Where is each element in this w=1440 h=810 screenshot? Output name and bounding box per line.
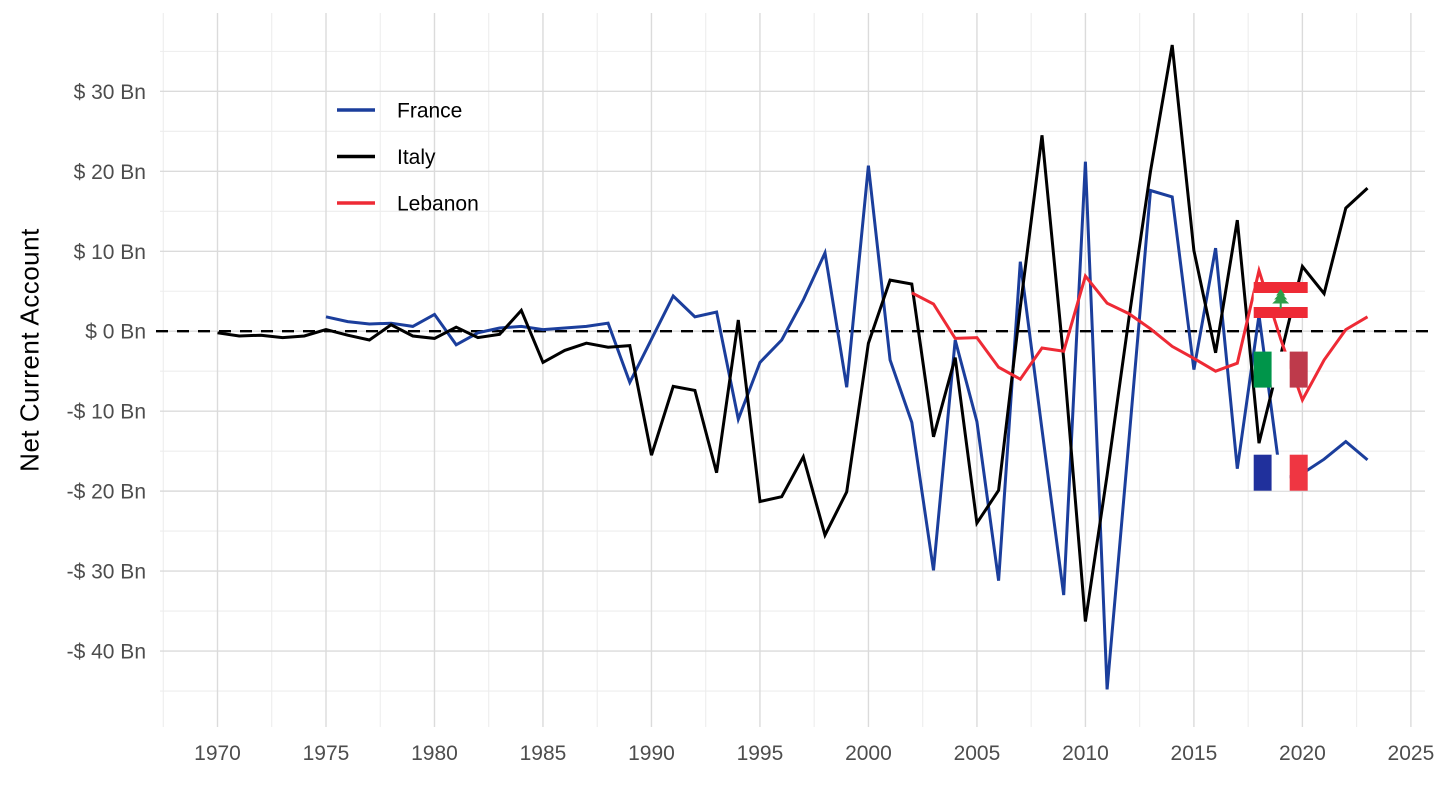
- legend-label-italy: Italy: [397, 146, 436, 169]
- italy-flag-middle-band: [1271, 351, 1290, 388]
- grid-major: [160, 13, 1425, 727]
- italy-flag: [1253, 351, 1308, 388]
- x-tick-label-2000: 2000: [845, 742, 892, 765]
- x-tick-label-1970: 1970: [194, 742, 241, 765]
- x-tick-label-2010: 2010: [1062, 742, 1109, 765]
- grid-minor: [160, 13, 1425, 727]
- x-tick-label-2020: 2020: [1279, 742, 1326, 765]
- legend-label-lebanon: Lebanon: [397, 193, 479, 216]
- italy-flag-right-band: [1289, 351, 1308, 388]
- x-tick-label-1990: 1990: [628, 742, 675, 765]
- y-axis-tick-labels: $ 30 Bn $ 20 Bn $ 10 Bn $ 0 Bn -$ 10 Bn -$ 20…: [67, 81, 146, 664]
- y-tick-label-20: $ 20 Bn: [74, 161, 146, 184]
- x-axis-tick-labels: 1970 1975 1980 1985 1990 1995 2000 2005 2010 2015…: [194, 742, 1434, 765]
- y-tick-label-30: $ 30 Bn: [74, 81, 146, 104]
- y-tick-label-0: $ 0 Bn: [85, 321, 146, 344]
- france-flag: [1253, 454, 1308, 491]
- legend-item-italy: Italy: [337, 146, 436, 169]
- x-tick-label-2025: 2025: [1388, 742, 1435, 765]
- lebanon-flag-top-bar: [1253, 282, 1308, 293]
- x-tick-label-2015: 2015: [1171, 742, 1218, 765]
- legend-item-france: France: [337, 100, 462, 123]
- y-tick-label-10: $ 10 Bn: [74, 241, 146, 264]
- y-axis-title: Net Current Account: [14, 228, 45, 472]
- legend-label-france: France: [397, 100, 462, 123]
- y-tick-label--40: -$ 40 Bn: [67, 641, 146, 664]
- france-flag-right-band: [1289, 454, 1308, 491]
- y-tick-label--30: -$ 30 Bn: [67, 561, 146, 584]
- x-tick-label-1975: 1975: [303, 742, 350, 765]
- legend: France Italy Lebanon: [337, 100, 479, 216]
- lebanon-flag-bottom-bar: [1253, 307, 1308, 318]
- y-tick-label--20: -$ 20 Bn: [67, 481, 146, 504]
- france-flag-middle-band: [1271, 454, 1290, 491]
- france-flag-left-band: [1253, 454, 1272, 491]
- legend-item-lebanon: Lebanon: [337, 193, 479, 216]
- x-tick-label-1995: 1995: [737, 742, 784, 765]
- series-line-france: [325, 161, 1369, 690]
- cedar-tree-icon: [1272, 289, 1290, 309]
- italy-flag-left-band: [1253, 351, 1272, 388]
- x-tick-label-1985: 1985: [520, 742, 567, 765]
- series-line-italy: [217, 44, 1369, 622]
- y-tick-label--10: -$ 10 Bn: [67, 401, 146, 424]
- x-tick-label-2005: 2005: [954, 742, 1001, 765]
- x-tick-label-1980: 1980: [411, 742, 458, 765]
- lebanon-flag: [1253, 282, 1308, 318]
